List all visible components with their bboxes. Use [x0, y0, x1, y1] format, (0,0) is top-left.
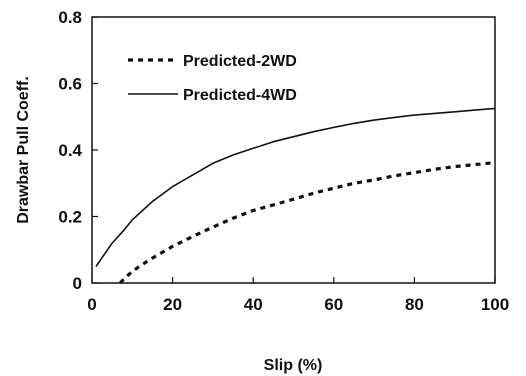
x-tick-label: 0 — [87, 295, 96, 314]
y-tick-label: 0.8 — [58, 8, 82, 27]
y-tick-label: 0 — [73, 274, 82, 293]
series-line-predicted-2wd — [119, 161, 496, 285]
y-tick-label: 0.4 — [58, 141, 82, 160]
legend-label-predicted-4wd: Predicted-4WD — [183, 87, 297, 104]
y-axis-title: Drawbar Pull Coeff. — [15, 76, 32, 224]
legend-label-predicted-2wd: Predicted-2WD — [183, 53, 297, 70]
legend: Predicted-2WD Predicted-4WD — [128, 53, 297, 104]
x-tick-label: 80 — [405, 295, 424, 314]
x-tick-label: 40 — [244, 295, 263, 314]
x-tick-label: 20 — [163, 295, 182, 314]
y-tick-label: 0.6 — [58, 75, 82, 94]
y-tick-label: 0.2 — [58, 208, 82, 227]
y-axis-ticks: 0 0.2 0.4 0.6 0.8 — [58, 8, 98, 293]
x-axis-ticks: 0 20 40 60 80 100 — [87, 277, 509, 314]
x-axis-title: Slip (%) — [264, 357, 323, 374]
series-layer — [95, 107, 496, 285]
x-tick-label: 60 — [324, 295, 343, 314]
x-tick-label: 100 — [481, 295, 509, 314]
series-line-predicted-4wd — [95, 107, 496, 267]
